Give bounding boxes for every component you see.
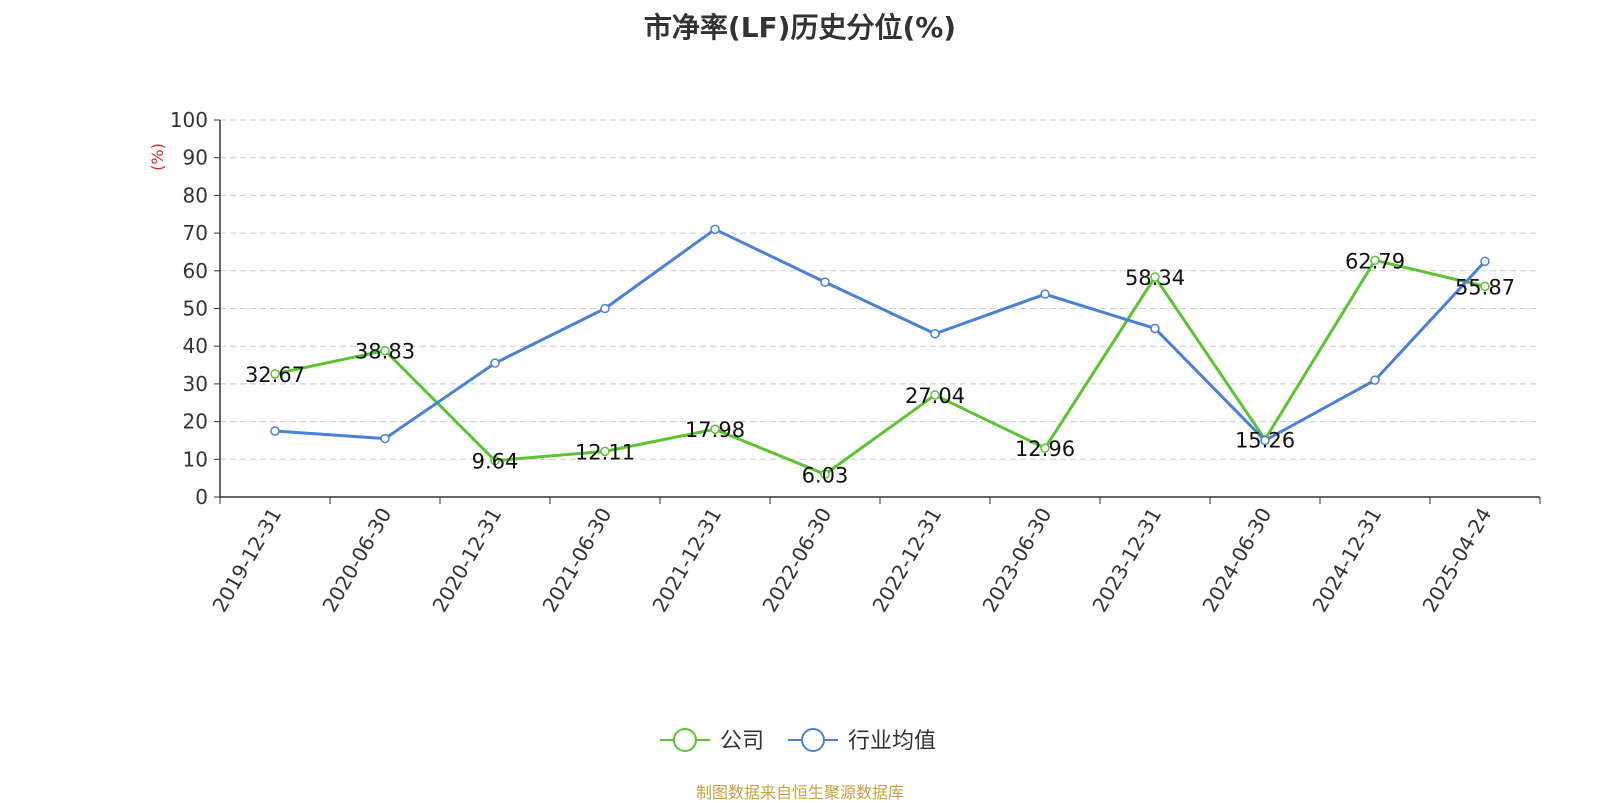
data-label: 9.64 xyxy=(472,450,519,474)
legend-marker xyxy=(673,728,697,752)
data-point xyxy=(270,369,280,379)
y-tick-label: 0 xyxy=(195,485,208,509)
data-label: 27.04 xyxy=(905,384,965,408)
data-point xyxy=(820,277,830,287)
data-label: 58.34 xyxy=(1125,266,1185,290)
x-tick-label: 2024-12-31 xyxy=(1307,504,1386,617)
data-point xyxy=(1480,256,1490,267)
data-point xyxy=(710,424,720,434)
y-tick-label: 40 xyxy=(183,334,208,358)
data-point xyxy=(820,469,830,480)
data-point xyxy=(1040,289,1050,299)
series-layer xyxy=(270,224,1490,480)
data-label: 12.11 xyxy=(575,440,635,464)
grid-lines xyxy=(220,119,1540,460)
data-point xyxy=(1370,255,1380,266)
legend-label: 公司 xyxy=(720,729,764,754)
data-point xyxy=(1260,435,1270,446)
chart-title: 市净率(LF)历史分位(%) xyxy=(643,11,957,44)
data-label: 62.79 xyxy=(1345,249,1405,273)
x-tick-label: 2019-12-31 xyxy=(207,504,286,617)
x-tick-label: 2021-12-31 xyxy=(647,504,726,617)
series-line-1 xyxy=(274,258,1486,476)
data-point xyxy=(930,390,940,400)
y-tick-label: 70 xyxy=(183,221,208,245)
y-tick-label: 60 xyxy=(183,259,208,283)
data-point xyxy=(600,446,610,457)
data-point xyxy=(1480,281,1490,292)
x-tick-label: 2025-04-24 xyxy=(1417,504,1496,617)
x-tick-label: 2022-12-31 xyxy=(867,504,946,617)
legend: 公司 行业均值 xyxy=(660,728,936,754)
y-tick-label: 80 xyxy=(183,183,208,207)
x-tick-label: 2020-12-31 xyxy=(427,504,506,617)
y-axis-unit: (%) xyxy=(148,143,167,171)
data-point xyxy=(710,224,720,235)
y-tick-label: 20 xyxy=(183,410,208,434)
data-point xyxy=(1040,443,1050,453)
series-line-2 xyxy=(274,227,1487,442)
y-tick-label: 50 xyxy=(183,297,208,321)
x-tick-label: 2021-06-30 xyxy=(537,504,616,617)
data-point xyxy=(1150,323,1160,334)
data-point xyxy=(380,345,390,356)
data-label: 6.03 xyxy=(802,463,849,487)
data-label: 12.96 xyxy=(1015,437,1075,461)
source-note: 制图数据来自恒生聚源数据库 xyxy=(695,783,904,802)
x-tick-label: 2023-06-30 xyxy=(977,504,1056,617)
data-point xyxy=(930,329,940,339)
x-tick-label: 2022-06-30 xyxy=(757,504,836,617)
data-point xyxy=(490,358,500,368)
data-point xyxy=(490,455,500,466)
line-chart: 0 10 20 30 40 50 60 70 80 90 100(%) 2019-12-31 2020-… xyxy=(148,108,1541,754)
x-tick-label: 2020-06-30 xyxy=(317,504,396,617)
y-tick-label: 90 xyxy=(183,146,208,170)
data-label: 15.26 xyxy=(1235,428,1295,452)
x-tick-label: 2024-06-30 xyxy=(1197,504,1276,617)
y-tick-label: 10 xyxy=(183,447,208,471)
data-label: 17.98 xyxy=(685,418,745,442)
data-point xyxy=(380,433,390,444)
x-tick-label: 2023-12-31 xyxy=(1087,504,1166,617)
data-label: 32.67 xyxy=(245,363,305,387)
data-label: 38.83 xyxy=(355,340,415,364)
data-point xyxy=(270,426,280,436)
y-tick-label: 100 xyxy=(170,108,208,132)
data-labels: 32.67 38.83 9.64 12.11 17.98 6.03 27.04 12.96 58… xyxy=(245,249,1515,487)
legend-marker xyxy=(801,728,825,752)
data-point xyxy=(1370,375,1380,385)
data-point xyxy=(1150,272,1160,282)
y-tick-label: 30 xyxy=(183,372,208,396)
legend-label: 行业均值 xyxy=(848,729,936,754)
data-label: 55.87 xyxy=(1455,275,1515,299)
data-point xyxy=(600,303,610,314)
